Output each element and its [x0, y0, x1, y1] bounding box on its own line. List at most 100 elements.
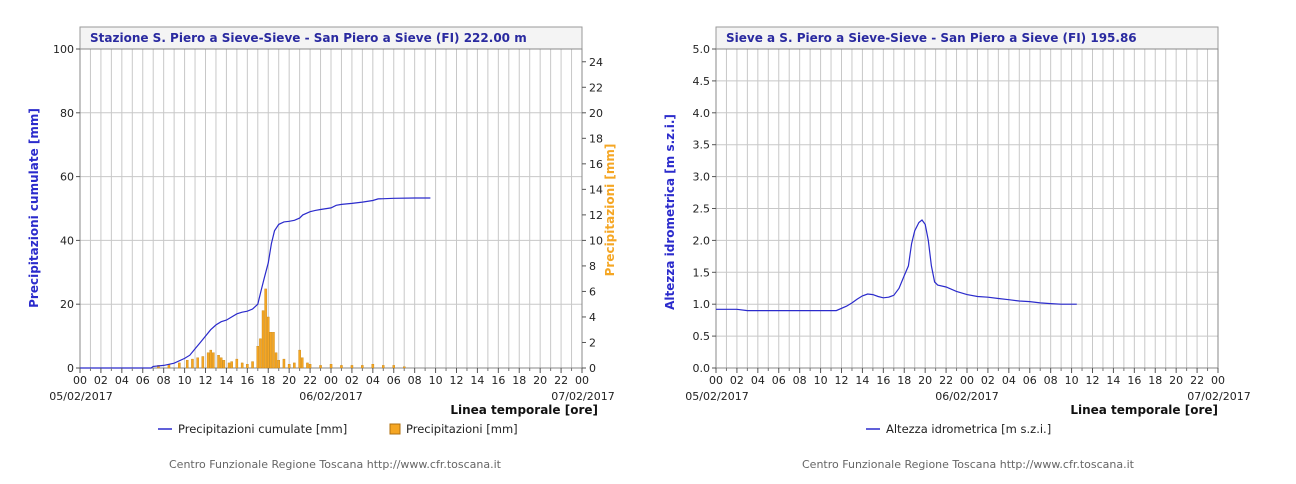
chart-precipitazioni: Stazione S. Piero a Sieve-Sieve - San Pi… [27, 26, 617, 471]
precip-bar [274, 352, 278, 369]
x-tick-label: 12 [835, 374, 849, 387]
precip-bar [185, 360, 189, 369]
x-tick-label: 02 [345, 374, 359, 387]
precip-bar [217, 355, 220, 369]
y-tick-label-right: 2 [589, 336, 596, 349]
precip-bar [298, 349, 301, 369]
x-tick-label: 18 [512, 374, 526, 387]
precip-bar [267, 316, 270, 369]
y-tick-label: 5.0 [693, 43, 711, 56]
date-label: 06/02/2017 [299, 390, 362, 403]
precip-bar [227, 362, 231, 369]
x-tick-label: 18 [261, 374, 275, 387]
precip-bar [259, 338, 262, 369]
precip-bar [340, 365, 343, 369]
x-tick-label: 14 [219, 374, 233, 387]
x-tick-label: 00 [960, 374, 974, 387]
x-tick-label: 10 [1065, 374, 1079, 387]
x-tick-label: 18 [897, 374, 911, 387]
y-ticks-left: 0 20 40 60 80 100 [53, 43, 80, 375]
precip-bar [282, 358, 286, 369]
y-tick-label: 60 [60, 171, 74, 184]
x-tick-label: 10 [814, 374, 828, 387]
precip-bar [235, 358, 239, 369]
x-tick-label: 22 [939, 374, 953, 387]
x-tick-label: 12 [199, 374, 213, 387]
x-tick-label: 20 [282, 374, 296, 387]
legend-swatch-bar [389, 423, 401, 435]
x-tick-label: 08 [1044, 374, 1058, 387]
y-tick-label: 100 [53, 43, 74, 56]
y-tick-label-right: 24 [589, 56, 603, 69]
x-tick-label: 04 [366, 374, 380, 387]
y-tick-label-right: 6 [589, 285, 596, 298]
x-tick-label: 22 [1190, 374, 1204, 387]
x-tick-label: 14 [1106, 374, 1120, 387]
x-tick-label: 16 [876, 374, 890, 387]
x-axis-label: Linea temporale [ore] [450, 403, 598, 417]
precip-bar [256, 346, 260, 369]
chart-title: Stazione S. Piero a Sieve-Sieve - San Pi… [90, 31, 527, 45]
x-ticks: 00 02 04 06 08 10 12 14 16 18 20 22 00 02 04 06 08 10 12 14… [73, 368, 589, 387]
precip-bar [222, 360, 226, 369]
legend-entry: Precipitazioni cumulate [mm] [178, 422, 347, 436]
y-tick-label-right: 10 [589, 234, 603, 247]
x-tick-label: 04 [115, 374, 129, 387]
chart-title: Sieve a S. Piero a Sieve-Sieve - San Pie… [726, 31, 1137, 45]
y-tick-label: 20 [60, 298, 74, 311]
y-tick-label: 0.5 [693, 330, 711, 343]
y-tick-label-right: 12 [589, 209, 603, 222]
x-tick-label: 10 [178, 374, 192, 387]
y-tick-label: 3.5 [693, 139, 711, 152]
x-tick-label: 12 [450, 374, 464, 387]
y-tick-label-right: 8 [589, 260, 596, 273]
bars [157, 288, 406, 369]
y-tick-label-right: 14 [589, 183, 603, 196]
series-line [80, 197, 431, 369]
y-tick-label-right: 18 [589, 132, 603, 145]
y-tick-label-right: 20 [589, 107, 603, 120]
precip-bar [206, 352, 210, 369]
precip-bar [191, 358, 194, 369]
x-tick-label: 08 [793, 374, 807, 387]
precip-bar [361, 365, 364, 369]
series-line [716, 219, 1077, 312]
y-tick-label-right: 4 [589, 311, 596, 324]
precip-bar [403, 366, 406, 369]
x-tick-label: 18 [1148, 374, 1162, 387]
x-tick-label: 16 [1127, 374, 1141, 387]
y-tick-label: 3.0 [693, 171, 711, 184]
y-tick-label: 40 [60, 234, 74, 247]
x-tick-label: 02 [981, 374, 995, 387]
x-tick-label: 14 [470, 374, 484, 387]
y-tick-label: 1.5 [693, 266, 711, 279]
x-tick-label: 14 [855, 374, 869, 387]
precip-bar [308, 364, 312, 369]
precip-bar [240, 362, 244, 369]
precip-bar [212, 352, 215, 369]
date-label: 07/02/2017 [1187, 390, 1250, 403]
x-tick-label: 06 [1023, 374, 1037, 387]
footer-credit: Centro Funzionale Regione Toscana http:/… [169, 458, 502, 471]
x-tick-label: 06 [772, 374, 786, 387]
x-tick-label: 02 [730, 374, 744, 387]
x-tick-label: 00 [73, 374, 87, 387]
y-tick-label: 4.0 [693, 107, 711, 120]
precip-bar [329, 364, 333, 369]
x-ticks: 00 02 04 06 08 10 12 14 16 18 20 22 00 02 04 06 08 10 12 14… [709, 368, 1225, 387]
y-tick-label-right: 16 [589, 158, 603, 171]
precip-bar [201, 356, 205, 369]
grid [716, 49, 1218, 368]
y-tick-label: 80 [60, 107, 74, 120]
x-tick-label: 20 [918, 374, 932, 387]
date-label: 06/02/2017 [935, 390, 998, 403]
x-tick-label: 20 [533, 374, 547, 387]
legend-entry: Precipitazioni [mm] [406, 422, 518, 436]
x-tick-label: 00 [324, 374, 338, 387]
x-axis-label: Linea temporale [ore] [1070, 403, 1218, 417]
y-axis-label: Precipitazioni cumulate [mm] [27, 108, 41, 308]
precip-bar [371, 364, 375, 369]
precip-bar [178, 362, 181, 369]
